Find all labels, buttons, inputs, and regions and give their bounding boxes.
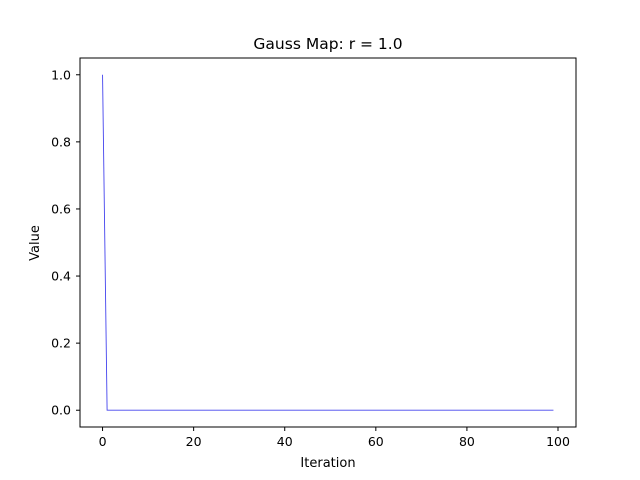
y-tick-label: 0.2 [51, 336, 71, 351]
x-axis-label: Iteration [300, 456, 355, 471]
y-tick-label: 0.0 [51, 403, 71, 418]
x-tick-label: 0 [99, 434, 107, 449]
chart-title: Gauss Map: r = 1.0 [253, 35, 402, 53]
x-tick-label: 100 [546, 434, 570, 449]
x-tick-label: 20 [186, 434, 202, 449]
x-tick-label: 40 [277, 434, 293, 449]
y-tick-label: 0.4 [51, 269, 71, 284]
x-tick-label: 60 [368, 434, 384, 449]
plot-area: 0 20 40 60 80 100 0.0 0.2 0.4 0.6 0.8 1.0 [51, 57, 577, 449]
x-tick-label: 80 [459, 434, 475, 449]
series-line-0 [102, 74, 554, 411]
y-tick-label: 0.6 [51, 201, 71, 216]
y-tick-label: 0.8 [51, 134, 71, 149]
y-axis-label: Value [28, 225, 43, 261]
axes-frame [79, 57, 577, 428]
y-tick-label: 1.0 [51, 67, 71, 82]
